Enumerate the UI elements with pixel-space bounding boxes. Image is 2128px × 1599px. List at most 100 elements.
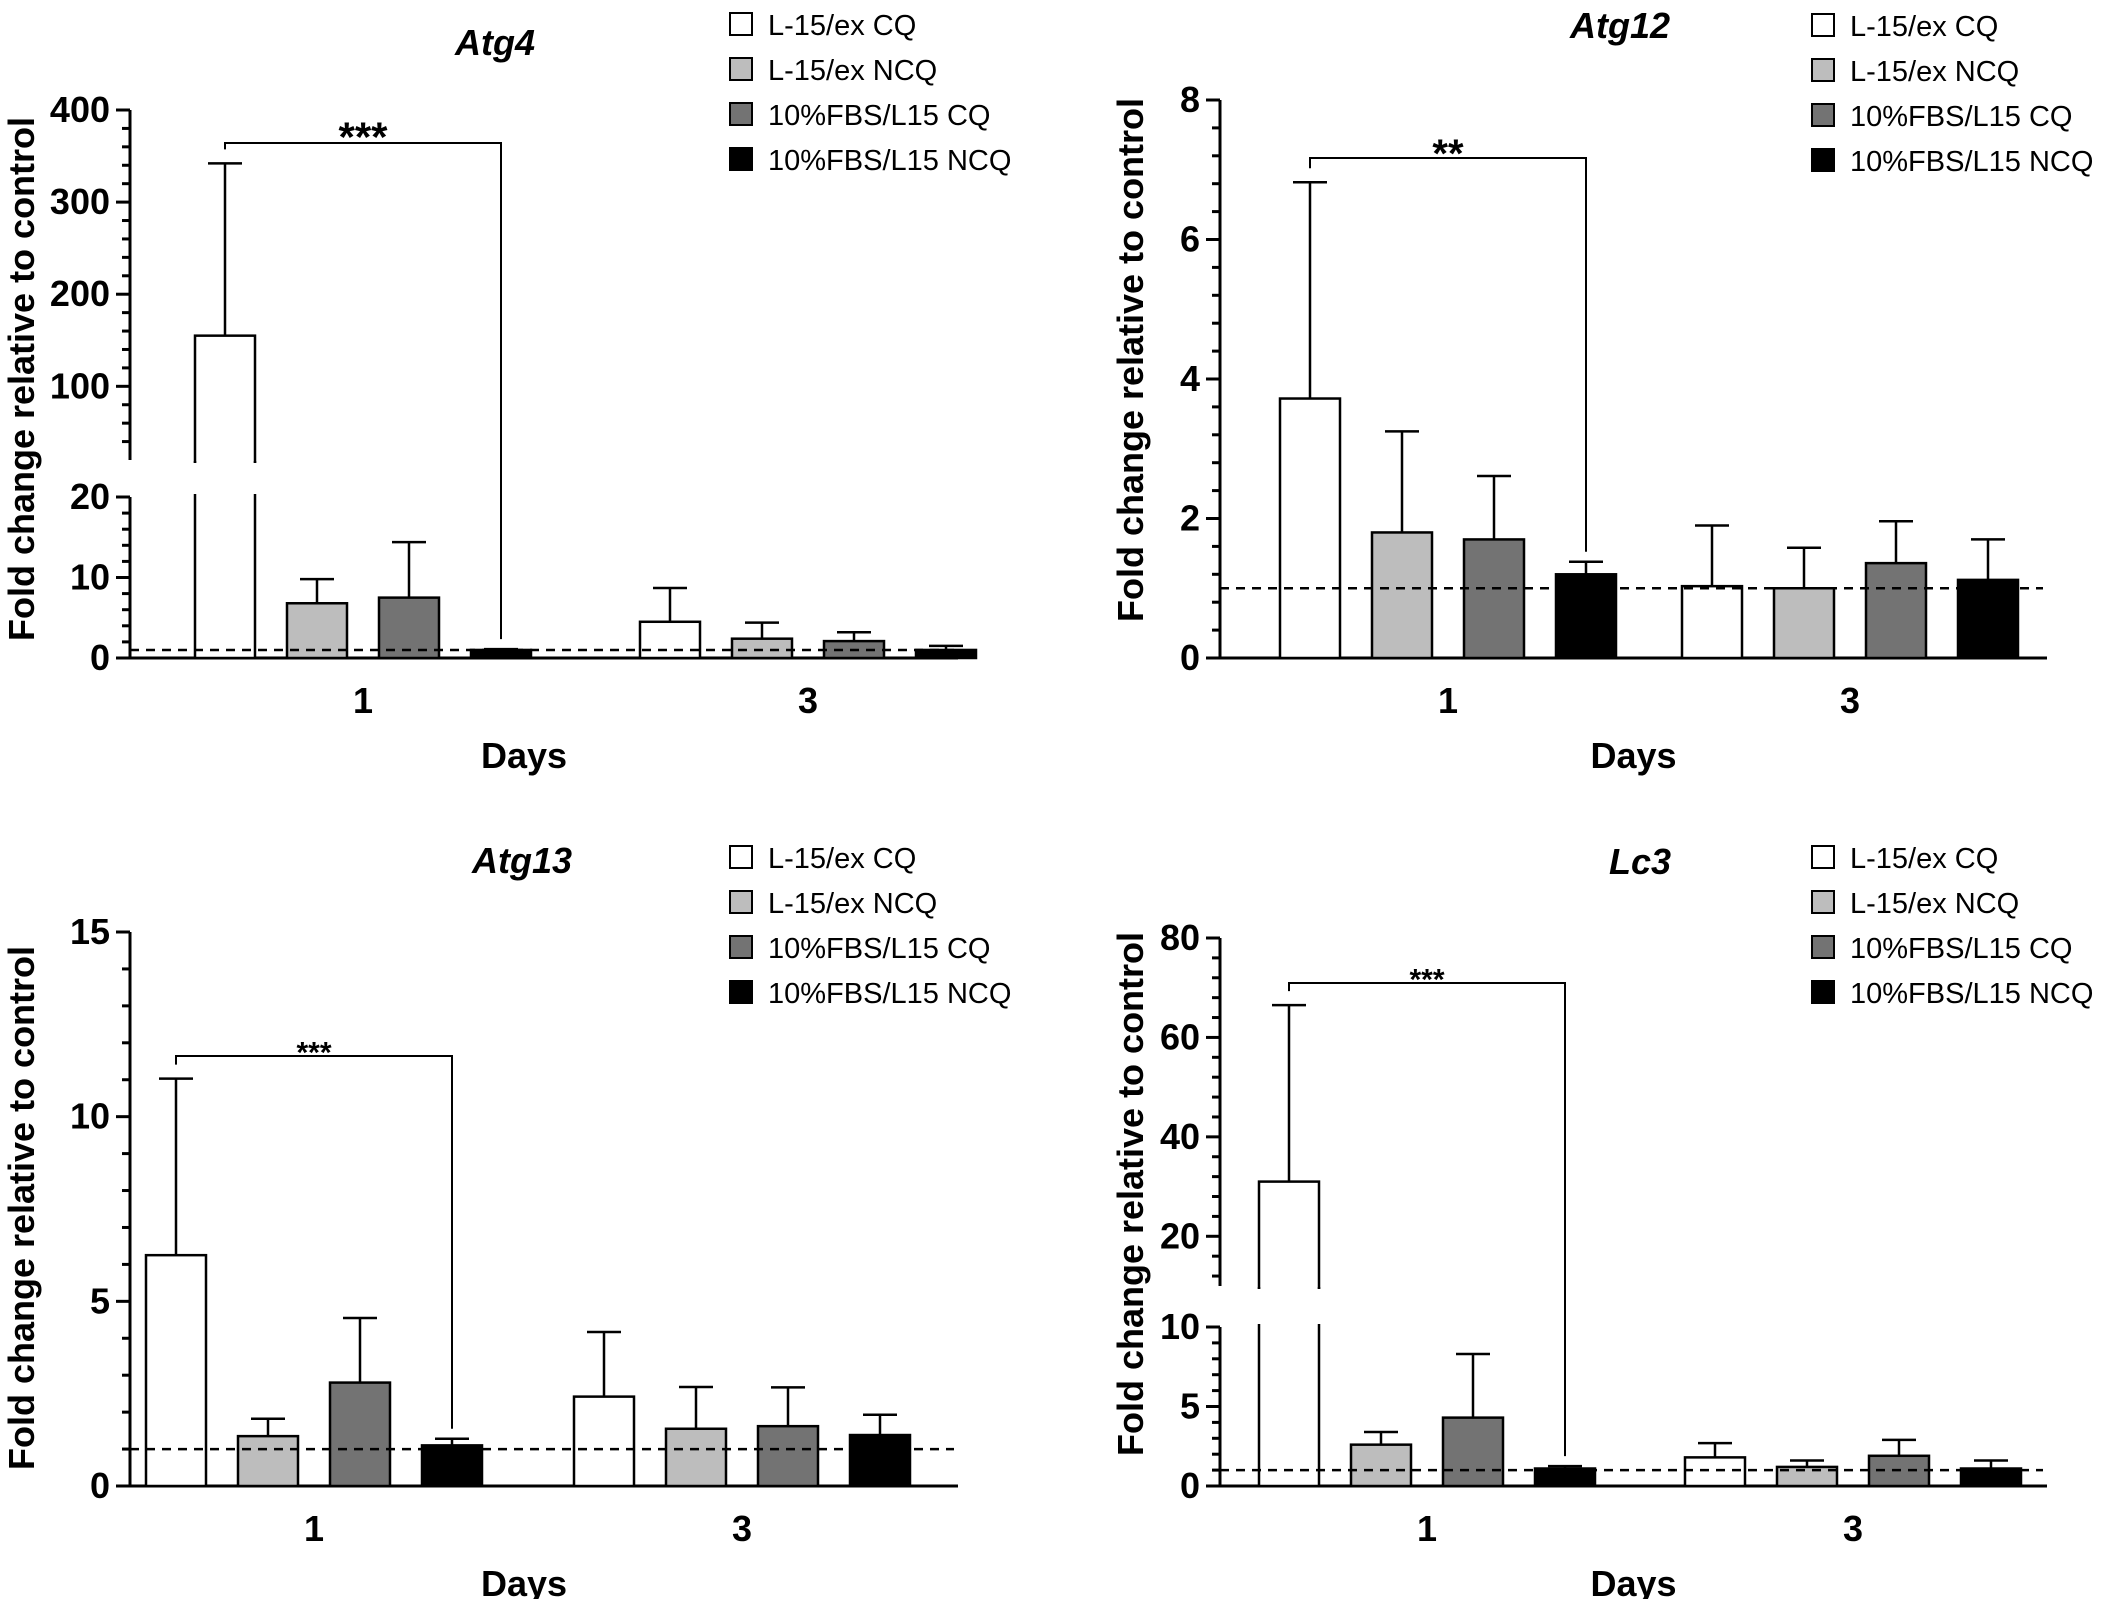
y-tick-label: 15 bbox=[70, 911, 110, 952]
y-tick-label: 100 bbox=[50, 365, 110, 406]
significance-label: ** bbox=[1432, 132, 1464, 176]
legend-swatch bbox=[729, 102, 753, 126]
x-tick-label: 1 bbox=[1417, 1508, 1437, 1549]
legend-swatch bbox=[1811, 890, 1835, 914]
y-tick-label: 10 bbox=[70, 557, 110, 598]
y-tick-label: 200 bbox=[50, 273, 110, 314]
x-tick-label: 3 bbox=[1843, 1508, 1863, 1549]
bar-break-gap bbox=[1255, 1289, 1323, 1324]
legend-swatch bbox=[729, 12, 753, 36]
bar-break-gap bbox=[191, 463, 259, 494]
legend-label: 10%FBS/L15 CQ bbox=[1850, 933, 2072, 965]
chart-title: Atg12 bbox=[1569, 5, 1670, 46]
chart-atg13: Atg13 Fold change relative to control 0 5 10… bbox=[1, 840, 1011, 1599]
y-tick-label: 0 bbox=[90, 637, 110, 678]
x-axis-label: Days bbox=[1590, 735, 1676, 776]
bar-l-15-ex-cq-day-1 bbox=[1278, 397, 1342, 660]
legend-label: 10%FBS/L15 CQ bbox=[768, 933, 990, 965]
x-axis-label: Days bbox=[481, 1563, 567, 1599]
y-tick-label: 0 bbox=[1180, 1465, 1200, 1506]
legend-label: L-15/ex NCQ bbox=[1850, 888, 2019, 920]
bar-10-fbs-l15-cq-day-3 bbox=[1864, 561, 1928, 660]
y-tick-label: 400 bbox=[50, 89, 110, 130]
bar-l-15-ex-ncq-day-3 bbox=[664, 1427, 728, 1488]
chart-atg12: Atg12 Fold change relative to control 0 2 4 6… bbox=[1110, 5, 2093, 776]
chart-lc3: Lc3 Fold change relative to control 0 5 10 20… bbox=[1110, 841, 2093, 1599]
x-tick-label: 3 bbox=[732, 1508, 752, 1549]
legend-swatch bbox=[1811, 845, 1835, 869]
y-tick-label: 60 bbox=[1160, 1016, 1200, 1057]
y-tick-label: 300 bbox=[50, 181, 110, 222]
legend-swatch bbox=[1811, 13, 1835, 37]
chart-atg4: Atg4 Fold change relative to control 0 10 20… bbox=[1, 10, 1011, 776]
significance-label: *** bbox=[1409, 964, 1444, 997]
y-axis-label: Fold change relative to control bbox=[1110, 98, 1151, 622]
significance-bracket bbox=[224, 142, 502, 640]
x-tick-label: 1 bbox=[304, 1508, 324, 1549]
bar-10-fbs-l15-cq-day-1 bbox=[377, 596, 441, 660]
x-axis-label: Days bbox=[1590, 1563, 1676, 1599]
legend-label: 10%FBS/L15 CQ bbox=[1850, 101, 2072, 133]
legend-swatch bbox=[1811, 148, 1835, 172]
legend-label: L-15/ex NCQ bbox=[768, 888, 937, 920]
chart-title: Atg4 bbox=[454, 22, 535, 63]
y-tick-label: 0 bbox=[90, 1465, 110, 1506]
bar-10-fbs-l15-cq-day-1 bbox=[328, 1381, 392, 1488]
y-axis-label: Fold change relative to control bbox=[1, 117, 42, 641]
significance-label: *** bbox=[296, 1037, 331, 1070]
bar-l-15-ex-ncq-day-1 bbox=[1349, 1443, 1413, 1488]
bar-l-15-ex-cq-day-3 bbox=[1680, 584, 1744, 660]
y-tick-label: 40 bbox=[1160, 1116, 1200, 1157]
legend-swatch bbox=[729, 980, 753, 1004]
significance-bracket bbox=[1309, 157, 1587, 552]
y-axis-label: Fold change relative to control bbox=[1, 946, 42, 1470]
bar-10-fbs-l15-ncq-day-1 bbox=[1533, 1467, 1597, 1488]
legend-label: 10%FBS/L15 NCQ bbox=[1850, 146, 2093, 178]
bar-10-fbs-l15-ncq-day-1 bbox=[1554, 573, 1618, 660]
legend-swatch bbox=[1811, 935, 1835, 959]
x-tick-label: 3 bbox=[798, 680, 818, 721]
legend-label: L-15/ex CQ bbox=[768, 10, 916, 42]
bar-10-fbs-l15-cq-day-1 bbox=[1462, 538, 1526, 660]
x-axis-label: Days bbox=[481, 735, 567, 776]
legend-swatch bbox=[1811, 58, 1835, 82]
legend-swatch bbox=[729, 147, 753, 171]
x-tick-label: 3 bbox=[1840, 680, 1860, 721]
y-tick-label: 4 bbox=[1180, 358, 1200, 399]
y-tick-label: 10 bbox=[1160, 1306, 1200, 1347]
significance-bracket bbox=[175, 1055, 453, 1429]
bar-10-fbs-l15-cq-day-3 bbox=[756, 1424, 820, 1488]
legend-label: L-15/ex CQ bbox=[1850, 843, 1998, 875]
y-tick-label: 2 bbox=[1180, 498, 1200, 539]
legend-label: L-15/ex NCQ bbox=[768, 55, 937, 87]
y-axis-label: Fold change relative to control bbox=[1110, 932, 1151, 1456]
x-tick-label: 1 bbox=[353, 680, 373, 721]
bar-10-fbs-l15-ncq-day-3 bbox=[1956, 578, 2020, 660]
y-tick-label: 20 bbox=[70, 476, 110, 517]
legend-swatch bbox=[729, 845, 753, 869]
x-tick-label: 1 bbox=[1438, 680, 1458, 721]
bar-10-fbs-l15-ncq-day-3 bbox=[1959, 1467, 2023, 1488]
bar-10-fbs-l15-ncq-day-3 bbox=[848, 1433, 912, 1488]
bar-l-15-ex-ncq-day-3 bbox=[730, 637, 794, 660]
y-tick-label: 0 bbox=[1180, 637, 1200, 678]
legend-label: 10%FBS/L15 NCQ bbox=[768, 978, 1011, 1010]
bar-10-fbs-l15-ncq-day-1 bbox=[420, 1444, 484, 1488]
legend-label: L-15/ex CQ bbox=[1850, 11, 1998, 43]
legend-label: L-15/ex NCQ bbox=[1850, 56, 2019, 88]
significance-label: *** bbox=[338, 114, 388, 161]
bar-l-15-ex-cq-day-1 bbox=[1257, 1180, 1321, 1488]
legend-label: 10%FBS/L15 CQ bbox=[768, 100, 990, 132]
bar-l-15-ex-ncq-day-1 bbox=[236, 1434, 300, 1488]
bar-l-15-ex-ncq-day-1 bbox=[1370, 531, 1434, 660]
y-tick-label: 5 bbox=[1180, 1386, 1200, 1427]
legend-swatch bbox=[1811, 103, 1835, 127]
legend-swatch bbox=[729, 57, 753, 81]
bar-l-15-ex-cq-day-1 bbox=[193, 334, 257, 660]
axis-break-gap bbox=[1200, 1289, 1224, 1324]
legend-label: L-15/ex CQ bbox=[768, 843, 916, 875]
bar-l-15-ex-cq-day-3 bbox=[572, 1395, 636, 1488]
legend-swatch bbox=[1811, 980, 1835, 1004]
bar-l-15-ex-cq-day-1 bbox=[144, 1253, 208, 1488]
